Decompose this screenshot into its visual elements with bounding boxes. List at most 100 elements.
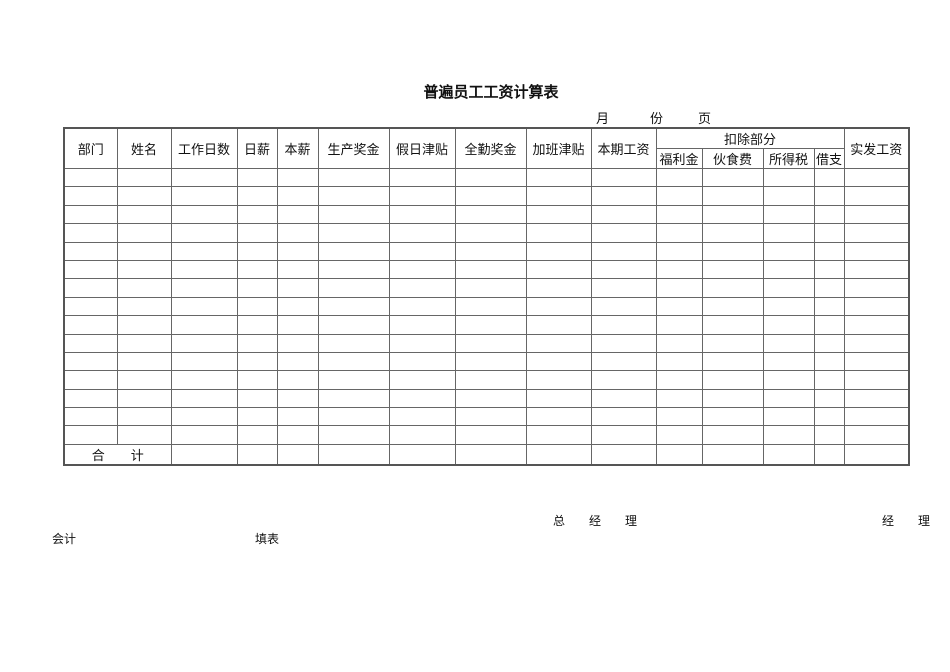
table-cell[interactable]: [525, 259, 592, 280]
table-cell[interactable]: [116, 333, 172, 353]
table-cell[interactable]: [762, 223, 815, 243]
table-cell[interactable]: [388, 204, 456, 225]
table-cell[interactable]: [655, 370, 703, 390]
table-cell[interactable]: [276, 315, 319, 335]
table-cell[interactable]: [813, 241, 845, 261]
total-cell[interactable]: [317, 443, 390, 466]
table-cell[interactable]: [388, 167, 456, 188]
table-cell[interactable]: [63, 186, 118, 206]
table-cell[interactable]: [388, 259, 456, 280]
table-cell[interactable]: [525, 425, 592, 445]
table-cell[interactable]: [843, 186, 910, 206]
table-cell[interactable]: [525, 333, 592, 353]
table-cell[interactable]: [590, 315, 657, 335]
table-cell[interactable]: [236, 425, 278, 445]
table-cell[interactable]: [276, 370, 319, 390]
table-cell[interactable]: [813, 315, 845, 335]
table-cell[interactable]: [843, 407, 910, 427]
table-cell[interactable]: [454, 241, 527, 261]
table-cell[interactable]: [762, 388, 815, 409]
table-cell[interactable]: [388, 241, 456, 261]
table-cell[interactable]: [843, 333, 910, 353]
table-cell[interactable]: [63, 333, 118, 353]
table-cell[interactable]: [843, 278, 910, 298]
table-cell[interactable]: [170, 278, 238, 298]
table-cell[interactable]: [701, 425, 764, 445]
table-cell[interactable]: [63, 223, 118, 243]
table-cell[interactable]: [317, 241, 390, 261]
table-cell[interactable]: [317, 204, 390, 225]
table-cell[interactable]: [454, 167, 527, 188]
table-cell[interactable]: [762, 278, 815, 298]
table-cell[interactable]: [813, 259, 845, 280]
table-cell[interactable]: [63, 296, 118, 317]
table-cell[interactable]: [525, 407, 592, 427]
total-cell[interactable]: [525, 443, 592, 466]
table-cell[interactable]: [116, 167, 172, 188]
table-cell[interactable]: [236, 351, 278, 372]
table-cell[interactable]: [236, 407, 278, 427]
table-cell[interactable]: [701, 296, 764, 317]
table-cell[interactable]: [525, 296, 592, 317]
table-cell[interactable]: [317, 333, 390, 353]
table-cell[interactable]: [388, 407, 456, 427]
table-cell[interactable]: [276, 241, 319, 261]
table-cell[interactable]: [116, 278, 172, 298]
table-cell[interactable]: [170, 223, 238, 243]
table-cell[interactable]: [116, 351, 172, 372]
total-cell[interactable]: [701, 443, 764, 466]
table-cell[interactable]: [388, 351, 456, 372]
table-cell[interactable]: [63, 351, 118, 372]
table-cell[interactable]: [655, 425, 703, 445]
table-cell[interactable]: [388, 388, 456, 409]
table-cell[interactable]: [843, 315, 910, 335]
table-cell[interactable]: [170, 204, 238, 225]
table-cell[interactable]: [170, 259, 238, 280]
table-cell[interactable]: [813, 388, 845, 409]
table-cell[interactable]: [317, 278, 390, 298]
table-cell[interactable]: [590, 370, 657, 390]
table-cell[interactable]: [843, 223, 910, 243]
table-cell[interactable]: [236, 259, 278, 280]
table-cell[interactable]: [236, 278, 278, 298]
table-cell[interactable]: [701, 167, 764, 188]
table-cell[interactable]: [236, 370, 278, 390]
table-cell[interactable]: [701, 241, 764, 261]
table-cell[interactable]: [762, 204, 815, 225]
table-cell[interactable]: [454, 388, 527, 409]
table-cell[interactable]: [116, 186, 172, 206]
table-cell[interactable]: [762, 296, 815, 317]
table-cell[interactable]: [116, 259, 172, 280]
table-cell[interactable]: [454, 425, 527, 445]
table-cell[interactable]: [317, 296, 390, 317]
table-cell[interactable]: [813, 278, 845, 298]
table-cell[interactable]: [276, 388, 319, 409]
table-cell[interactable]: [236, 167, 278, 188]
table-cell[interactable]: [116, 425, 172, 445]
table-cell[interactable]: [843, 296, 910, 317]
table-cell[interactable]: [813, 296, 845, 317]
table-cell[interactable]: [317, 167, 390, 188]
table-cell[interactable]: [170, 370, 238, 390]
table-cell[interactable]: [590, 407, 657, 427]
table-cell[interactable]: [525, 223, 592, 243]
table-cell[interactable]: [63, 259, 118, 280]
table-cell[interactable]: [236, 296, 278, 317]
table-cell[interactable]: [276, 296, 319, 317]
table-cell[interactable]: [655, 278, 703, 298]
table-cell[interactable]: [590, 241, 657, 261]
table-cell[interactable]: [317, 388, 390, 409]
table-cell[interactable]: [317, 351, 390, 372]
table-cell[interactable]: [701, 407, 764, 427]
table-cell[interactable]: [454, 315, 527, 335]
table-cell[interactable]: [170, 315, 238, 335]
table-cell[interactable]: [813, 425, 845, 445]
table-cell[interactable]: [276, 333, 319, 353]
table-cell[interactable]: [762, 241, 815, 261]
table-cell[interactable]: [655, 204, 703, 225]
table-cell[interactable]: [63, 388, 118, 409]
table-cell[interactable]: [655, 351, 703, 372]
table-cell[interactable]: [116, 388, 172, 409]
table-cell[interactable]: [236, 204, 278, 225]
table-cell[interactable]: [813, 223, 845, 243]
